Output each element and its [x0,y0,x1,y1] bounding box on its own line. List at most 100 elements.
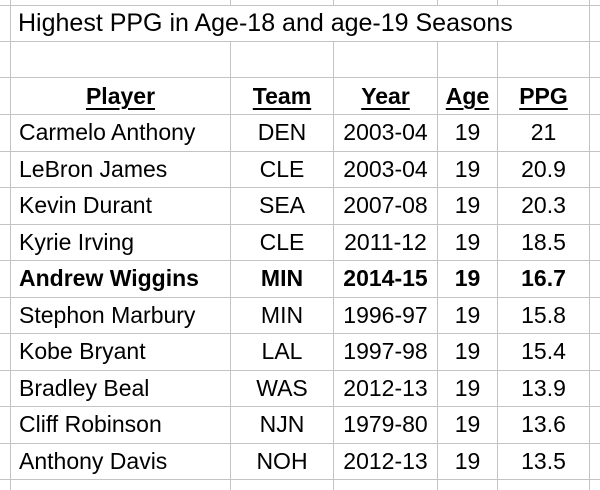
cell-ppg[interactable]: 15.8 [498,297,590,333]
cell-empty[interactable] [590,261,600,297]
cell-age[interactable]: 19 [438,407,498,443]
cell-year[interactable]: 2012-13 [334,443,438,479]
cell-empty[interactable] [0,443,11,479]
cell-empty[interactable] [11,0,231,5]
cell-ppg[interactable]: 21 [498,115,590,151]
cell-empty[interactable] [590,6,600,41]
cell-team[interactable]: CLE [231,151,334,187]
cell-age[interactable]: 19 [438,224,498,260]
cell-ppg[interactable]: 13.6 [498,407,590,443]
cell-team[interactable]: SEA [231,188,334,224]
header-year[interactable]: Year [334,78,438,114]
cell-year[interactable]: 2003-04 [334,151,438,187]
cell-player[interactable]: Kevin Durant [11,188,231,224]
cell-empty[interactable] [0,297,11,333]
cell-ppg[interactable]: 18.5 [498,224,590,260]
cell-empty[interactable] [0,78,11,114]
cell-empty[interactable] [0,407,11,443]
cell-year[interactable]: 1996-97 [334,297,438,333]
header-age[interactable]: Age [438,78,498,114]
cell-year[interactable]: 1979-80 [334,407,438,443]
cell-empty[interactable] [0,42,11,77]
cell-empty[interactable] [498,42,590,77]
cell-empty[interactable] [438,480,498,490]
cell-empty[interactable] [0,0,11,5]
cell-empty[interactable] [231,0,334,5]
cell-ppg[interactable]: 13.5 [498,443,590,479]
cell-team[interactable]: WAS [231,370,334,406]
cell-player[interactable]: Stephon Marbury [11,297,231,333]
cell-team[interactable]: MIN [231,297,334,333]
cell-ppg[interactable]: 16.7 [498,261,590,297]
cell-empty[interactable] [0,188,11,224]
cell-empty[interactable] [590,371,600,407]
cell-empty[interactable] [0,6,11,41]
cell-empty[interactable] [0,370,11,406]
cell-team[interactable]: NJN [231,407,334,443]
cell-empty[interactable] [590,115,600,151]
cell-empty[interactable] [231,42,334,77]
cell-empty[interactable] [334,0,438,5]
cell-ppg[interactable]: 20.9 [498,151,590,187]
cell-empty[interactable] [0,224,11,260]
cell-year[interactable]: 2014-15 [334,261,438,297]
header-player[interactable]: Player [11,78,231,114]
cell-age[interactable]: 19 [438,261,498,297]
cell-age[interactable]: 19 [438,297,498,333]
header-ppg[interactable]: PPG [498,78,590,114]
cell-empty[interactable] [334,480,438,490]
cell-empty[interactable] [590,334,600,370]
cell-empty[interactable] [11,42,231,77]
cell-empty[interactable] [0,115,11,151]
cell-ppg[interactable]: 13.9 [498,370,590,406]
cell-team[interactable]: MIN [231,261,334,297]
cell-ppg[interactable]: 15.4 [498,334,590,370]
cell-age[interactable]: 19 [438,334,498,370]
cell-empty[interactable] [590,298,600,334]
cell-team[interactable]: NOH [231,443,334,479]
cell-empty[interactable] [590,225,600,261]
cell-empty[interactable] [590,42,600,77]
cell-player[interactable]: Bradley Beal [11,370,231,406]
cell-team[interactable]: CLE [231,224,334,260]
cell-player[interactable]: Cliff Robinson [11,407,231,443]
cell-empty[interactable] [498,480,590,490]
cell-year[interactable]: 2007-08 [334,188,438,224]
header-team[interactable]: Team [231,78,334,114]
cell-empty[interactable] [590,480,600,490]
cell-empty[interactable] [0,261,11,297]
cell-empty[interactable] [590,78,600,114]
cell-empty[interactable] [0,334,11,370]
cell-empty[interactable] [590,407,600,443]
cell-year[interactable]: 2012-13 [334,370,438,406]
sheet-title[interactable]: Highest PPG in Age-18 and age-19 Seasons [11,6,590,41]
cell-empty[interactable] [334,42,438,77]
cell-player[interactable]: Andrew Wiggins [11,261,231,297]
cell-empty[interactable] [0,480,11,490]
cell-empty[interactable] [590,444,600,480]
cell-player[interactable]: Kyrie Irving [11,224,231,260]
cell-empty[interactable] [590,152,600,188]
cell-team[interactable]: DEN [231,115,334,151]
cell-year[interactable]: 2003-04 [334,115,438,151]
cell-year[interactable]: 1997-98 [334,334,438,370]
cell-empty[interactable] [11,480,231,490]
cell-empty[interactable] [438,42,498,77]
cell-empty[interactable] [438,0,498,5]
cell-age[interactable]: 19 [438,370,498,406]
cell-empty[interactable] [231,480,334,490]
cell-player[interactable]: Anthony Davis [11,443,231,479]
cell-ppg[interactable]: 20.3 [498,188,590,224]
cell-age[interactable]: 19 [438,188,498,224]
cell-age[interactable]: 19 [438,115,498,151]
cell-player[interactable]: Carmelo Anthony [11,115,231,151]
cell-player[interactable]: LeBron James [11,151,231,187]
cell-empty[interactable] [590,0,600,5]
cell-empty[interactable] [0,151,11,187]
cell-player[interactable]: Kobe Bryant [11,334,231,370]
cell-year[interactable]: 2011-12 [334,224,438,260]
cell-team[interactable]: LAL [231,334,334,370]
cell-empty[interactable] [590,188,600,224]
cell-age[interactable]: 19 [438,151,498,187]
cell-age[interactable]: 19 [438,443,498,479]
